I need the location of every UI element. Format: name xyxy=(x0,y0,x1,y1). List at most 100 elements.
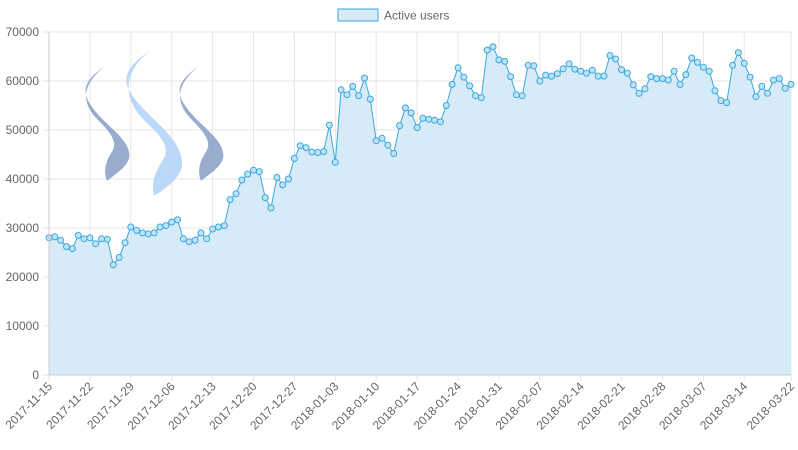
data-point[interactable] xyxy=(267,204,275,212)
data-point[interactable] xyxy=(51,233,59,241)
data-point[interactable] xyxy=(594,72,602,80)
data-point[interactable] xyxy=(448,80,456,88)
data-point[interactable] xyxy=(583,69,590,77)
data-point[interactable] xyxy=(629,81,637,89)
data-point[interactable] xyxy=(746,73,754,81)
data-point[interactable] xyxy=(775,75,783,83)
data-point[interactable] xyxy=(647,73,655,81)
data-point[interactable] xyxy=(787,80,795,88)
data-point[interactable] xyxy=(670,67,678,75)
data-point[interactable] xyxy=(185,238,193,246)
data-point[interactable] xyxy=(507,73,515,81)
data-point[interactable] xyxy=(460,73,468,81)
data-point[interactable] xyxy=(781,84,789,92)
data-point[interactable] xyxy=(618,66,626,74)
data-point[interactable] xyxy=(501,57,509,65)
data-point[interactable] xyxy=(92,240,100,248)
data-point[interactable] xyxy=(226,196,234,204)
data-point[interactable] xyxy=(139,229,146,237)
data-point[interactable] xyxy=(717,97,725,105)
data-point[interactable] xyxy=(565,60,573,68)
data-point[interactable] xyxy=(401,104,409,112)
data-point[interactable] xyxy=(57,236,65,244)
data-point[interactable] xyxy=(606,52,614,59)
data-point[interactable] xyxy=(758,82,766,90)
data-point[interactable] xyxy=(694,58,701,66)
data-point[interactable] xyxy=(349,82,357,90)
data-point[interactable] xyxy=(384,141,392,149)
data-point[interactable] xyxy=(530,62,538,70)
data-point[interactable] xyxy=(378,134,386,142)
data-point[interactable] xyxy=(512,91,520,99)
data-point[interactable] xyxy=(361,74,368,82)
data-point[interactable] xyxy=(325,121,333,129)
data-point[interactable] xyxy=(250,166,257,174)
data-point[interactable] xyxy=(86,234,94,242)
data-point[interactable] xyxy=(553,70,561,78)
data-point[interactable] xyxy=(472,92,479,100)
data-point[interactable] xyxy=(682,71,690,79)
data-point[interactable] xyxy=(68,245,76,253)
data-point[interactable] xyxy=(770,76,777,84)
data-point[interactable] xyxy=(431,116,439,124)
data-point[interactable] xyxy=(150,229,158,237)
data-point[interactable] xyxy=(74,231,82,239)
data-point[interactable] xyxy=(80,235,88,243)
data-point[interactable] xyxy=(752,93,760,101)
data-point[interactable] xyxy=(238,176,246,184)
data-point[interactable] xyxy=(214,223,222,231)
data-point[interactable] xyxy=(729,61,737,69)
data-point[interactable] xyxy=(436,118,444,126)
data-point[interactable] xyxy=(162,222,170,230)
data-point[interactable] xyxy=(664,76,672,84)
data-point[interactable] xyxy=(109,261,117,269)
data-point[interactable] xyxy=(343,91,351,99)
data-point[interactable] xyxy=(279,181,287,189)
data-point[interactable] xyxy=(425,115,433,123)
data-point[interactable] xyxy=(442,102,450,109)
data-point[interactable] xyxy=(179,235,187,243)
data-point[interactable] xyxy=(676,80,684,88)
data-point[interactable] xyxy=(571,65,579,73)
data-point[interactable] xyxy=(115,253,123,261)
data-point[interactable] xyxy=(641,85,649,93)
data-point[interactable] xyxy=(764,89,772,97)
data-point[interactable] xyxy=(144,230,152,238)
data-point[interactable] xyxy=(705,67,713,75)
data-point[interactable] xyxy=(489,43,497,51)
data-point[interactable] xyxy=(413,124,421,132)
data-point[interactable] xyxy=(197,229,205,237)
data-point[interactable] xyxy=(740,59,748,67)
data-point[interactable] xyxy=(396,122,404,130)
data-point[interactable] xyxy=(103,235,111,243)
data-point[interactable] xyxy=(63,243,70,251)
data-point[interactable] xyxy=(659,75,666,83)
data-point[interactable] xyxy=(723,99,731,107)
data-point[interactable] xyxy=(699,63,707,71)
data-point[interactable] xyxy=(98,235,106,243)
data-point[interactable] xyxy=(623,69,631,77)
data-point[interactable] xyxy=(290,154,298,162)
data-point[interactable] xyxy=(635,89,643,97)
data-point[interactable] xyxy=(542,71,550,79)
data-point[interactable] xyxy=(495,56,503,64)
data-point[interactable] xyxy=(559,65,567,73)
data-point[interactable] xyxy=(536,77,544,85)
data-point[interactable] xyxy=(244,170,252,178)
data-point[interactable] xyxy=(191,236,199,244)
data-point[interactable] xyxy=(577,67,585,75)
data-point[interactable] xyxy=(711,87,719,95)
data-point[interactable] xyxy=(296,142,304,150)
legend[interactable]: Active users xyxy=(337,8,449,23)
data-point[interactable] xyxy=(314,149,322,156)
data-point[interactable] xyxy=(308,148,316,156)
data-point[interactable] xyxy=(261,194,269,202)
data-point[interactable] xyxy=(355,92,363,100)
data-point[interactable] xyxy=(302,144,310,152)
data-point[interactable] xyxy=(390,150,398,157)
data-point[interactable] xyxy=(454,64,462,72)
data-point[interactable] xyxy=(127,223,135,231)
data-point[interactable] xyxy=(220,222,228,230)
data-point[interactable] xyxy=(518,92,526,100)
data-point[interactable] xyxy=(285,175,292,183)
